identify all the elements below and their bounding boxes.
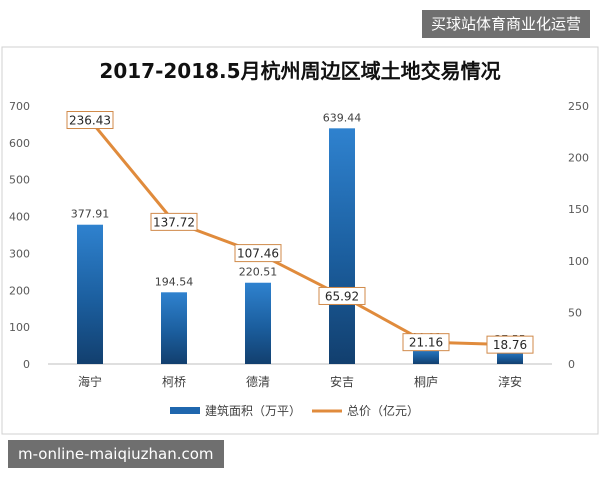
right-axis-tick-label: 200: [568, 152, 589, 165]
watermark-top-right: 买球站体育商业化运营: [421, 10, 590, 38]
line-value-label: 107.46: [237, 247, 279, 261]
category-label: 柯桥: [162, 375, 186, 389]
left-axis-ticks: 0 100 200 300 400 500 600 700: [9, 100, 30, 371]
bar-value-label: 639.44: [323, 111, 362, 124]
line-value-label: 21.16: [409, 336, 443, 350]
category-label: 淳安: [498, 374, 522, 389]
line-value-labels: 236.43 137.72 107.46 65.92 21.16 18.76: [66, 111, 534, 354]
left-axis-tick-label: 300: [9, 247, 30, 260]
right-axis-tick-label: 250: [568, 100, 589, 113]
right-axis-tick-label: 0: [568, 358, 575, 371]
legend: 建筑面积（万平） 总价（亿元）: [170, 403, 419, 418]
left-axis-tick-label: 0: [23, 358, 30, 371]
bar-5: [413, 347, 439, 364]
left-axis-tick-label: 500: [9, 174, 30, 187]
line-label-box: [486, 335, 534, 354]
category-label: 海宁: [78, 374, 102, 389]
right-axis-tick-label: 100: [568, 255, 589, 268]
category-label: 桐庐: [414, 374, 438, 389]
line-value-callout: 65.92: [318, 286, 366, 305]
bar-series: [77, 128, 523, 364]
line-value-callout: 18.76: [486, 335, 534, 354]
right-axis-tick-label: 50: [568, 306, 582, 319]
left-axis-tick-label: 200: [9, 284, 30, 297]
bar-value-label: 377.91: [71, 208, 110, 221]
line-label-box: [66, 111, 114, 130]
watermark-bottom-left: m-online-maiqiuzhan.com: [8, 440, 224, 468]
left-axis-tick-label: 600: [9, 137, 30, 150]
legend-bar-swatch: [170, 407, 200, 414]
left-axis-tick-label: 100: [9, 321, 30, 334]
left-axis-tick-label: 400: [9, 211, 30, 224]
bar-value-label: 194.54: [155, 275, 194, 288]
bar-3: [245, 282, 271, 364]
bar-2: [161, 292, 187, 364]
bar-1: [77, 224, 103, 364]
line-value-callout: 137.72: [150, 212, 198, 231]
line-value-callout: 107.46: [234, 244, 282, 263]
line-value-label: 236.43: [69, 114, 111, 128]
category-label: 安吉: [330, 374, 354, 389]
line-label-box: [318, 286, 366, 305]
category-label: 德清: [246, 374, 270, 389]
line-value-label: 137.72: [153, 215, 195, 229]
bar-4: [329, 128, 355, 364]
bar-value-label: 220.51: [239, 266, 278, 279]
legend-bar-label: 建筑面积（万平）: [205, 403, 301, 418]
line-value-label: 65.92: [325, 289, 359, 303]
right-axis-tick-label: 150: [568, 203, 589, 216]
legend-line-label: 总价（亿元）: [347, 403, 419, 418]
left-axis-tick-label: 700: [9, 100, 30, 113]
right-axis-ticks: 0 50 100 150 200 250: [568, 100, 589, 371]
line-label-box: [150, 212, 198, 231]
line-value-callout: 21.16: [402, 333, 450, 352]
line-value-label: 18.76: [493, 338, 527, 352]
line-value-callout: 236.43: [66, 111, 114, 130]
category-tick-labels: 海宁 柯桥 德清 安吉 桐庐 淳安: [78, 374, 522, 389]
line-label-box: [402, 333, 450, 352]
chart-title: 2017-2018.5月杭州周边区域土地交易情况: [99, 59, 500, 83]
line-label-box: [234, 244, 282, 263]
